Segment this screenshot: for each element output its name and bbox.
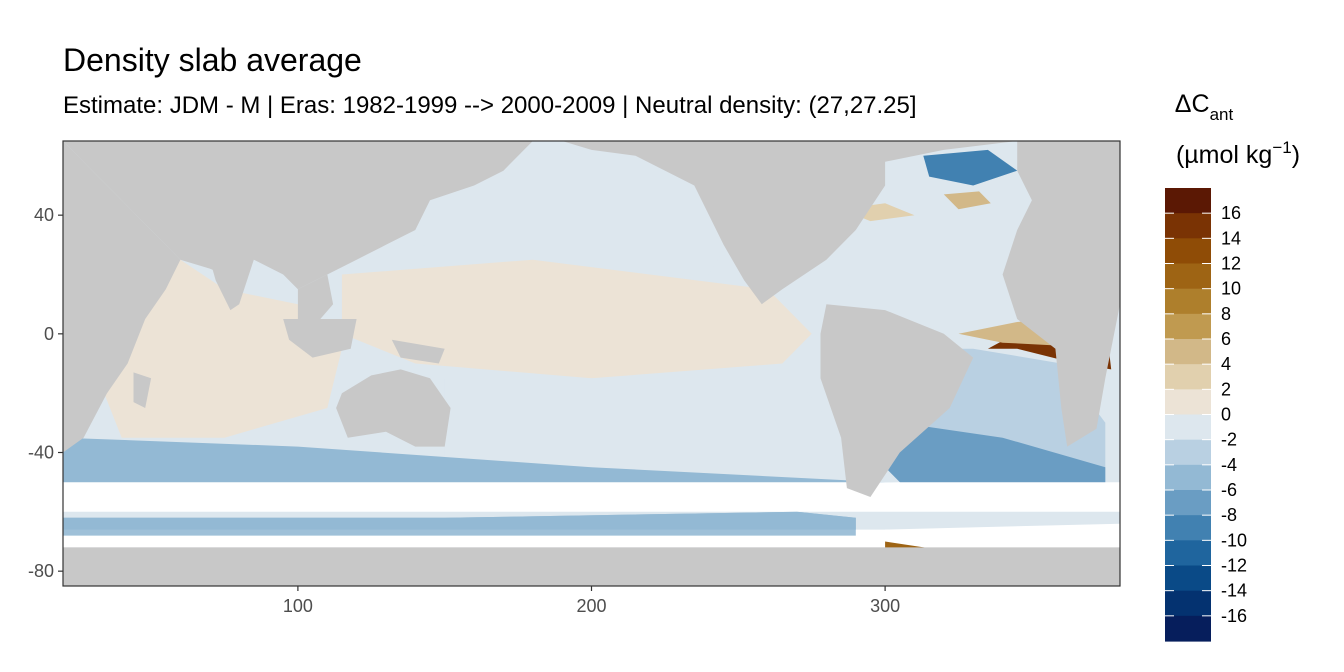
legend-swatch-13 bbox=[1165, 515, 1211, 541]
y-tick-label-0: 0 bbox=[44, 324, 54, 344]
legend-colorbar bbox=[1165, 188, 1211, 642]
x-tick-label-200: 200 bbox=[576, 596, 606, 616]
legend-swatch-8 bbox=[1165, 389, 1211, 416]
legend-swatch-7 bbox=[1165, 364, 1211, 390]
legend-label-16: 16 bbox=[1221, 203, 1241, 223]
land-indochina bbox=[297, 274, 334, 328]
legend-label--16: -16 bbox=[1221, 606, 1247, 626]
legend-swatch-15 bbox=[1165, 565, 1211, 592]
land-madagascar bbox=[133, 372, 152, 408]
legend-units-right: ) bbox=[1292, 141, 1300, 169]
legend-label--12: -12 bbox=[1221, 556, 1247, 576]
land-borneo-sumatra bbox=[283, 319, 357, 358]
land-australia bbox=[336, 369, 451, 447]
land-eurasia bbox=[63, 141, 533, 290]
legend-units-left: (µmol kg bbox=[1176, 141, 1272, 169]
legend-swatch-3 bbox=[1165, 263, 1211, 290]
legend-label-2: 2 bbox=[1221, 379, 1231, 399]
legend-swatch-2 bbox=[1165, 238, 1211, 265]
legend-swatch-17 bbox=[1165, 615, 1211, 642]
legend-label--10: -10 bbox=[1221, 530, 1247, 550]
x-tick-label-100: 100 bbox=[283, 596, 313, 616]
legend-label--8: -8 bbox=[1221, 505, 1237, 525]
legend-label-4: 4 bbox=[1221, 354, 1231, 374]
y-tick-label-40: 40 bbox=[34, 205, 54, 225]
legend: ΔCant (µmol kg−1) 16 14 12 10 8 6 4 2 0 -2 -4 -6 -8 -… bbox=[1165, 90, 1300, 642]
legend-swatch-16 bbox=[1165, 590, 1211, 617]
chart-subtitle: Estimate: JDM - M | Eras: 1982-1999 --> … bbox=[63, 92, 917, 119]
land-india bbox=[209, 259, 254, 311]
region-antarctic-coastal-top bbox=[63, 511, 856, 536]
legend-label-0: 0 bbox=[1221, 405, 1231, 425]
chart-title: Density slab average bbox=[63, 42, 362, 78]
region-subpolar-warm bbox=[943, 191, 991, 210]
legend-label-10: 10 bbox=[1221, 279, 1241, 299]
legend-swatch-5 bbox=[1165, 313, 1211, 340]
legend-label--14: -14 bbox=[1221, 581, 1247, 601]
x-tick-label-300: 300 bbox=[870, 596, 900, 616]
legend-title-main: ΔC bbox=[1175, 90, 1210, 118]
y-tick-label--40: -40 bbox=[28, 443, 54, 463]
map-panel bbox=[63, 141, 1120, 586]
region-south-pacific bbox=[444, 378, 842, 483]
legend-labels: 16 14 12 10 8 6 4 2 0 -2 -4 -6 -8 -10 -12 -14 -16 bbox=[1221, 203, 1247, 626]
legend-swatch-4 bbox=[1165, 288, 1211, 315]
legend-swatch-14 bbox=[1165, 540, 1211, 567]
legend-label-8: 8 bbox=[1221, 304, 1231, 324]
legend-swatch-10 bbox=[1165, 439, 1211, 466]
legend-label--4: -4 bbox=[1221, 455, 1237, 475]
legend-swatch-0 bbox=[1165, 188, 1211, 214]
land-mask bbox=[63, 141, 1120, 586]
region-labrador-sea bbox=[923, 149, 1018, 186]
legend-label--6: -6 bbox=[1221, 480, 1237, 500]
legend-label-14: 14 bbox=[1221, 228, 1241, 248]
region-south-atlantic-deep bbox=[885, 422, 1106, 497]
legend-label-6: 6 bbox=[1221, 329, 1231, 349]
land-south-america bbox=[820, 304, 974, 497]
legend-swatch-11 bbox=[1165, 464, 1211, 491]
legend-swatch-1 bbox=[1165, 213, 1211, 239]
land-antarctica bbox=[63, 547, 1120, 586]
legend-swatch-6 bbox=[1165, 339, 1211, 365]
no-data-southern-gap bbox=[63, 482, 1120, 512]
legend-swatch-9 bbox=[1165, 414, 1211, 441]
land-africa-europe bbox=[1002, 141, 1120, 447]
legend-swatch-12 bbox=[1165, 490, 1211, 516]
land-new-guinea bbox=[391, 339, 445, 364]
legend-title-sub: ant bbox=[1210, 105, 1234, 124]
land-greenland bbox=[855, 141, 1018, 162]
legend-label-12: 12 bbox=[1221, 254, 1241, 274]
y-tick-label--80: -80 bbox=[28, 561, 54, 581]
legend-units-sup: −1 bbox=[1272, 138, 1291, 157]
land-north-america bbox=[562, 141, 886, 305]
region-tropical-pacific bbox=[341, 259, 812, 379]
legend-title: ΔCant bbox=[1175, 90, 1234, 124]
land-africa-east bbox=[63, 141, 181, 453]
legend-label--2: -2 bbox=[1221, 430, 1237, 450]
legend-units: (µmol kg−1) bbox=[1176, 138, 1300, 169]
